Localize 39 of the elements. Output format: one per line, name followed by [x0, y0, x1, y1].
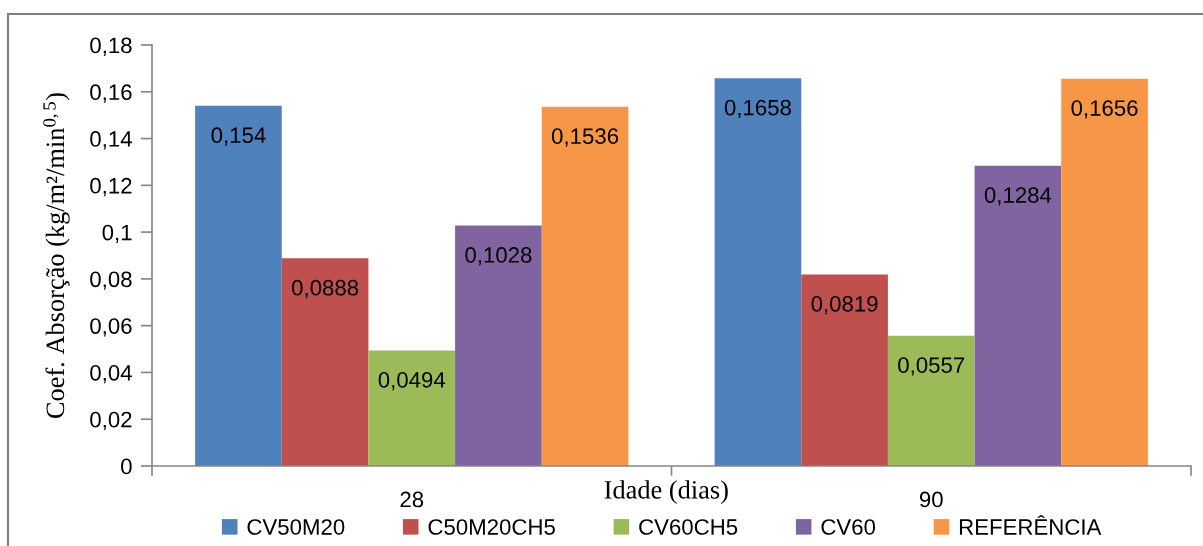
y-tick-label: 0,06	[90, 318, 132, 337]
data-label: 0,1536	[551, 128, 619, 147]
x-tick-label: 28	[400, 491, 424, 508]
y-tick-label: 0,1	[102, 224, 132, 244]
y-tick-label: 0	[121, 458, 132, 475]
bar	[1061, 78, 1148, 466]
x-axis-title: Idade (dias)	[604, 480, 728, 505]
x-tick-label: 90	[919, 491, 943, 508]
bar	[195, 105, 282, 466]
legend-label: CV60CH5	[639, 519, 738, 535]
data-label: 0,1658	[724, 99, 791, 119]
bar	[714, 78, 802, 466]
legend-label: REFERÊNCIA	[959, 515, 1102, 535]
y-tick-label: 0,14	[90, 131, 132, 150]
bar	[974, 165, 1062, 466]
data-label: 0,0819	[811, 295, 878, 315]
bar	[541, 106, 629, 466]
bar	[801, 274, 888, 466]
data-label: 0,0494	[378, 372, 446, 391]
y-tick-label: 0,18	[90, 37, 132, 56]
y-tick-label: 0,16	[90, 84, 132, 103]
data-label: 0,154	[211, 127, 266, 146]
y-tick-label: 0,04	[90, 364, 132, 384]
bar	[281, 258, 369, 466]
data-label: 0,1028	[465, 247, 532, 266]
data-label: 0,0888	[291, 279, 359, 299]
y-tick-label: 0,02	[90, 411, 132, 431]
data-label: 0,0557	[898, 357, 965, 376]
legend-label: CV60	[821, 519, 876, 535]
y-axis-title: Coef. Absorção (kg/m²/min$^{0,5}$)	[43, 93, 70, 419]
bar	[887, 335, 975, 466]
legend-label: CV50M20	[247, 519, 345, 535]
data-label: 0,1284	[984, 187, 1052, 206]
y-tick-label: 0,08	[90, 271, 132, 290]
bar	[368, 350, 456, 466]
y-tick-label: 0,12	[90, 177, 132, 197]
legend-label: C50M20CH5	[428, 519, 555, 535]
bar	[455, 225, 542, 466]
data-label: 0,1656	[1071, 100, 1138, 119]
